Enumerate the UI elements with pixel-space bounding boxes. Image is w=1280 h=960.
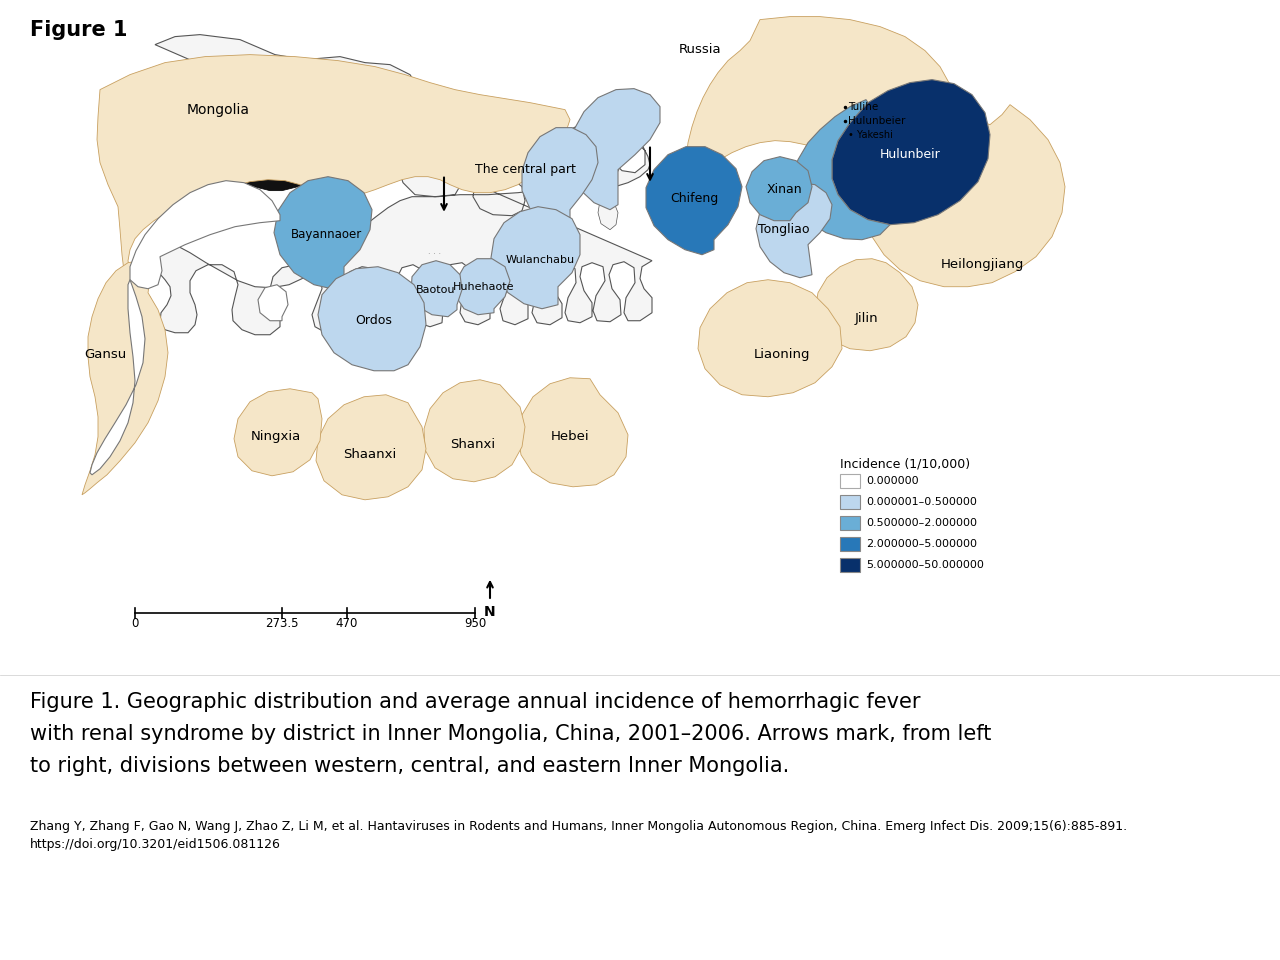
Polygon shape: [165, 117, 410, 191]
Polygon shape: [317, 267, 426, 371]
Text: Ordos: Ordos: [356, 314, 393, 327]
Text: 273.5: 273.5: [265, 617, 298, 630]
Text: Shaanxi: Shaanxi: [343, 448, 397, 462]
Text: Tulihe: Tulihe: [849, 102, 878, 111]
Polygon shape: [131, 180, 280, 289]
Text: Hulunbeier: Hulunbeier: [849, 115, 905, 126]
Text: 0.000000: 0.000000: [867, 476, 919, 486]
Polygon shape: [97, 55, 570, 367]
Polygon shape: [518, 377, 628, 487]
Text: 0: 0: [132, 617, 138, 630]
Polygon shape: [792, 100, 890, 240]
Polygon shape: [698, 279, 842, 396]
Bar: [840, 494, 860, 509]
Polygon shape: [456, 258, 509, 315]
Polygon shape: [522, 128, 598, 230]
Polygon shape: [234, 389, 323, 476]
Text: Wulanchabu: Wulanchabu: [506, 254, 575, 265]
Text: Ningxia: Ningxia: [251, 430, 301, 444]
Text: · · ·: · · ·: [429, 250, 442, 258]
Polygon shape: [686, 16, 955, 190]
Text: with renal syndrome by district in Inner Mongolia, China, 2001–2006. Arrows mark: with renal syndrome by district in Inner…: [29, 724, 992, 744]
Polygon shape: [316, 395, 426, 500]
Text: Gansu: Gansu: [84, 348, 127, 361]
Text: to right, divisions between western, central, and eastern Inner Mongolia.: to right, divisions between western, cen…: [29, 756, 790, 776]
Text: Figure 1. Geographic distribution and average annual incidence of hemorrhagic fe: Figure 1. Geographic distribution and av…: [29, 692, 920, 712]
Text: Russia: Russia: [678, 43, 722, 56]
Text: Figure 1: Figure 1: [29, 20, 128, 40]
Polygon shape: [756, 182, 832, 277]
Text: Hebei: Hebei: [550, 430, 589, 444]
Polygon shape: [832, 80, 989, 225]
Polygon shape: [746, 156, 812, 221]
Text: N: N: [484, 605, 495, 619]
Text: Tongliao: Tongliao: [758, 223, 810, 236]
Text: Jilin: Jilin: [854, 312, 878, 325]
Bar: [840, 474, 860, 488]
Text: Baotou: Baotou: [416, 285, 456, 295]
Polygon shape: [570, 88, 660, 209]
Polygon shape: [492, 206, 580, 309]
Text: 0.500000–2.000000: 0.500000–2.000000: [867, 517, 977, 528]
Text: 470: 470: [335, 617, 358, 630]
Polygon shape: [154, 35, 652, 335]
Polygon shape: [646, 147, 742, 254]
Polygon shape: [598, 197, 618, 229]
Polygon shape: [867, 105, 1065, 287]
Polygon shape: [90, 279, 145, 475]
Text: • Yakeshi: • Yakeshi: [849, 130, 893, 139]
Text: Huhehaote: Huhehaote: [453, 281, 515, 292]
Text: 5.000000–50.000000: 5.000000–50.000000: [867, 560, 984, 570]
Polygon shape: [82, 261, 168, 494]
Text: Shanxi: Shanxi: [451, 439, 495, 451]
Polygon shape: [424, 380, 525, 482]
Polygon shape: [274, 177, 372, 290]
Polygon shape: [411, 261, 462, 317]
Text: Zhang Y, Zhang F, Gao N, Wang J, Zhao Z, Li M, et al. Hantaviruses in Rodents an: Zhang Y, Zhang F, Gao N, Wang J, Zhao Z,…: [29, 820, 1128, 833]
Polygon shape: [815, 258, 918, 350]
Bar: [840, 558, 860, 572]
Text: Mongolia: Mongolia: [187, 103, 250, 117]
Text: 950: 950: [463, 617, 486, 630]
Text: The central part: The central part: [475, 163, 576, 177]
Text: Hulunbeir: Hulunbeir: [879, 148, 941, 161]
Text: https://doi.org/10.3201/eid1506.081126: https://doi.org/10.3201/eid1506.081126: [29, 838, 280, 851]
Bar: [840, 537, 860, 551]
Text: Heilongjiang: Heilongjiang: [941, 258, 1024, 272]
Text: 2.000000–5.000000: 2.000000–5.000000: [867, 539, 977, 549]
Text: Xinan: Xinan: [767, 183, 801, 196]
Bar: [840, 516, 860, 530]
Text: Incidence (1/10,000): Incidence (1/10,000): [840, 457, 970, 470]
Polygon shape: [259, 285, 288, 321]
Text: 0.000001–0.500000: 0.000001–0.500000: [867, 497, 977, 507]
Text: Bayannaoer: Bayannaoer: [291, 228, 362, 241]
Text: Chifeng: Chifeng: [669, 192, 718, 205]
Text: Liaoning: Liaoning: [754, 348, 810, 361]
